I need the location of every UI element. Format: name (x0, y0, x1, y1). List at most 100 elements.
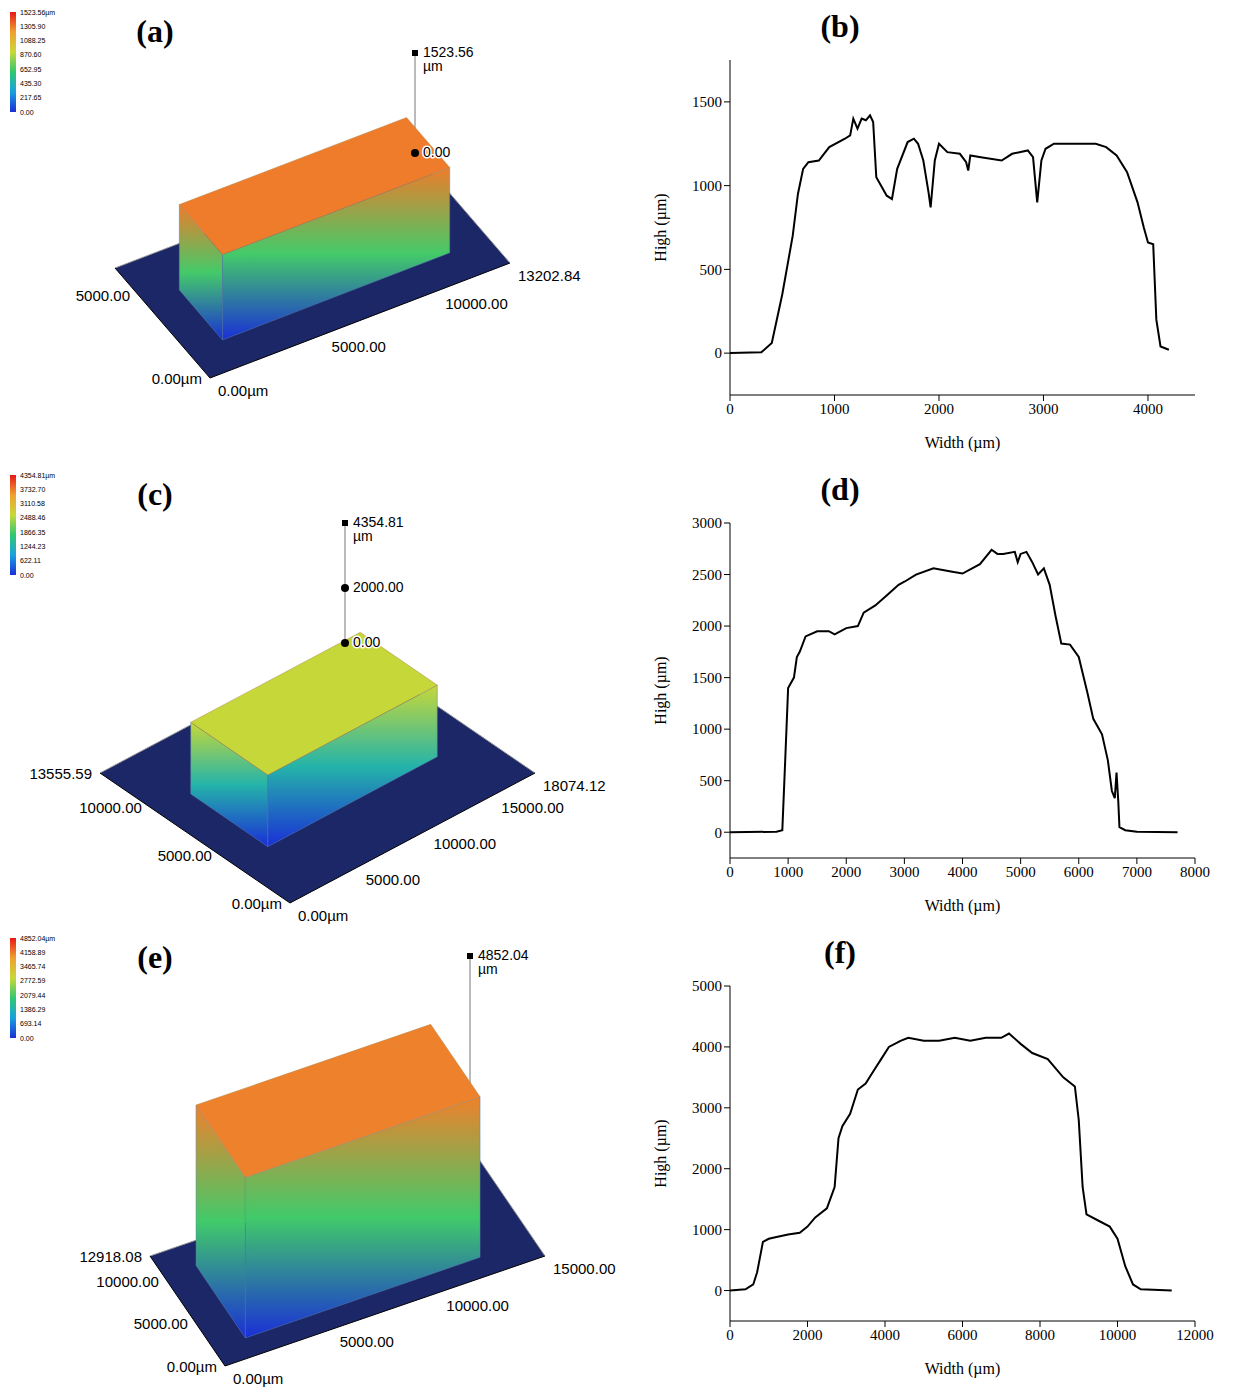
svg-text:0: 0 (715, 345, 723, 361)
svg-text:2000: 2000 (692, 1161, 722, 1177)
svg-text:217.65: 217.65 (20, 94, 42, 101)
svg-text:2500: 2500 (692, 567, 722, 583)
svg-text:High (µm): High (µm) (652, 656, 670, 724)
svg-text:8000: 8000 (1025, 1327, 1055, 1343)
svg-text:3000: 3000 (1028, 401, 1058, 417)
svg-text:0.00: 0.00 (20, 1035, 34, 1042)
svg-text:1523.56µm: 1523.56µm (423, 44, 474, 74)
svg-text:(a): (a) (136, 13, 173, 49)
svg-text:0: 0 (726, 864, 734, 880)
svg-text:0.00: 0.00 (353, 634, 380, 650)
svg-text:High (µm): High (µm) (652, 193, 670, 261)
svg-text:2000: 2000 (692, 618, 722, 634)
svg-text:Width (µm): Width (µm) (925, 897, 1001, 915)
svg-text:10000.00: 10000.00 (96, 1273, 159, 1290)
svg-text:1500: 1500 (692, 670, 722, 686)
svg-text:0.00µm: 0.00µm (218, 382, 268, 399)
svg-text:1386.29: 1386.29 (20, 1006, 45, 1013)
svg-text:500: 500 (700, 262, 723, 278)
svg-text:13202.84: 13202.84 (518, 267, 581, 284)
svg-text:693.14: 693.14 (20, 1020, 42, 1027)
svg-text:0: 0 (726, 401, 734, 417)
svg-text:435.30: 435.30 (20, 80, 42, 87)
svg-text:13555.59: 13555.59 (29, 765, 92, 782)
svg-text:4158.89: 4158.89 (20, 949, 45, 956)
svg-text:2488.46: 2488.46 (20, 514, 45, 521)
svg-text:0.00: 0.00 (20, 109, 34, 116)
svg-text:1866.35: 1866.35 (20, 529, 45, 536)
svg-text:1500: 1500 (692, 94, 722, 110)
svg-text:4000: 4000 (948, 864, 978, 880)
svg-text:4000: 4000 (692, 1039, 722, 1055)
svg-text:18074.12: 18074.12 (543, 777, 606, 794)
svg-text:5000: 5000 (692, 978, 722, 994)
svg-text:1000: 1000 (692, 1222, 722, 1238)
svg-text:High (µm): High (µm) (652, 1119, 670, 1187)
svg-text:1000: 1000 (819, 401, 849, 417)
svg-text:4852.04µm: 4852.04µm (20, 935, 55, 943)
svg-text:7000: 7000 (1122, 864, 1152, 880)
svg-text:4354.81µm: 4354.81µm (353, 514, 404, 544)
svg-text:870.60: 870.60 (20, 51, 42, 58)
svg-text:0: 0 (726, 1327, 734, 1343)
svg-text:5000.00: 5000.00 (134, 1315, 188, 1332)
svg-text:10000.00: 10000.00 (79, 799, 142, 816)
svg-text:2000: 2000 (924, 401, 954, 417)
svg-text:622.11: 622.11 (20, 557, 41, 564)
svg-text:1523.56µm: 1523.56µm (20, 9, 55, 17)
svg-text:1244.23: 1244.23 (20, 543, 45, 550)
svg-text:6000: 6000 (948, 1327, 978, 1343)
svg-text:0.00µm: 0.00µm (167, 1358, 217, 1375)
svg-text:0.00µm: 0.00µm (233, 1370, 283, 1387)
svg-text:1000: 1000 (692, 178, 722, 194)
svg-text:0: 0 (715, 1283, 723, 1299)
svg-text:5000: 5000 (1006, 864, 1036, 880)
svg-text:3000: 3000 (889, 864, 919, 880)
svg-text:5000.00: 5000.00 (340, 1333, 394, 1350)
svg-text:10000.00: 10000.00 (434, 835, 497, 852)
svg-text:5000.00: 5000.00 (76, 287, 130, 304)
svg-text:12918.08: 12918.08 (79, 1248, 142, 1265)
svg-text:4852.04µm: 4852.04µm (478, 947, 529, 977)
svg-text:3732.70: 3732.70 (20, 486, 45, 493)
svg-text:5000.00: 5000.00 (332, 338, 386, 355)
svg-text:Width (µm): Width (µm) (925, 434, 1001, 452)
svg-text:0: 0 (715, 825, 723, 841)
svg-text:0.00: 0.00 (423, 144, 450, 160)
svg-text:5000.00: 5000.00 (366, 871, 420, 888)
svg-text:2772.59: 2772.59 (20, 977, 45, 984)
svg-text:652.95: 652.95 (20, 66, 42, 73)
svg-text:3000: 3000 (692, 515, 722, 531)
svg-text:4000: 4000 (870, 1327, 900, 1343)
svg-text:3110.58: 3110.58 (20, 500, 45, 507)
svg-text:2079.44: 2079.44 (20, 992, 45, 999)
svg-text:5000.00: 5000.00 (158, 847, 212, 864)
svg-text:Width (µm): Width (µm) (925, 1360, 1001, 1378)
svg-text:15000.00: 15000.00 (553, 1260, 616, 1277)
svg-text:6000: 6000 (1064, 864, 1094, 880)
svg-text:10000.00: 10000.00 (446, 1297, 509, 1314)
svg-text:1088.25: 1088.25 (20, 37, 45, 44)
svg-text:12000: 12000 (1176, 1327, 1214, 1343)
svg-text:1000: 1000 (773, 864, 803, 880)
svg-text:10000.00: 10000.00 (445, 295, 508, 312)
svg-text:500: 500 (700, 773, 723, 789)
svg-text:15000.00: 15000.00 (501, 799, 564, 816)
svg-text:3000: 3000 (692, 1100, 722, 1116)
svg-text:0.00: 0.00 (20, 572, 34, 579)
svg-text:0.00µm: 0.00µm (298, 907, 348, 924)
svg-text:3465.74: 3465.74 (20, 963, 45, 970)
svg-text:1305.90: 1305.90 (20, 23, 45, 30)
svg-text:1000: 1000 (692, 721, 722, 737)
svg-text:4000: 4000 (1133, 401, 1163, 417)
svg-text:8000: 8000 (1180, 864, 1210, 880)
svg-text:(e): (e) (137, 939, 173, 975)
svg-text:(c): (c) (137, 476, 173, 512)
svg-text:0.00µm: 0.00µm (152, 370, 202, 387)
svg-text:4354.81µm: 4354.81µm (20, 472, 55, 480)
svg-text:2000: 2000 (831, 864, 861, 880)
svg-text:2000: 2000 (793, 1327, 823, 1343)
svg-text:0.00µm: 0.00µm (232, 895, 282, 912)
svg-text:2000.00: 2000.00 (353, 579, 404, 595)
svg-text:10000: 10000 (1099, 1327, 1137, 1343)
